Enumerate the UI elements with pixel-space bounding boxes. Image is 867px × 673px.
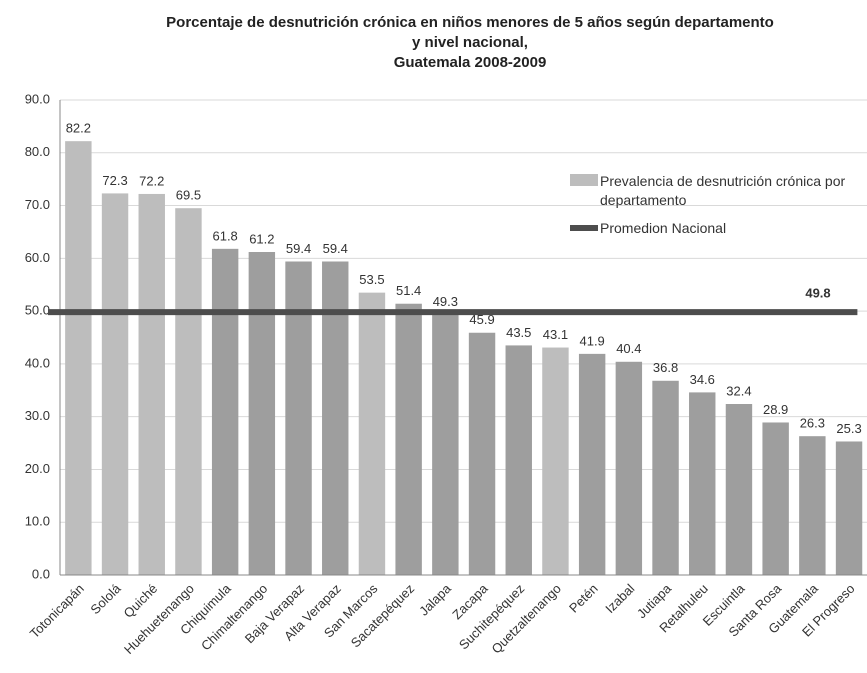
y-tick-label: 70.0 bbox=[25, 197, 50, 212]
bar bbox=[468, 332, 496, 575]
bar bbox=[211, 248, 239, 576]
y-tick-label: 0.0 bbox=[32, 566, 50, 581]
bar bbox=[578, 353, 606, 575]
value-label: 82.2 bbox=[66, 121, 91, 136]
bar bbox=[762, 422, 789, 575]
value-label: 59.4 bbox=[286, 241, 311, 256]
value-label: 41.9 bbox=[579, 333, 604, 348]
average-label: 49.8 bbox=[805, 286, 830, 301]
value-label: 40.4 bbox=[616, 341, 641, 356]
value-label: 32.4 bbox=[726, 383, 751, 398]
value-label: 45.9 bbox=[469, 312, 494, 327]
legend-label: Promedion Nacional bbox=[600, 220, 727, 236]
value-label: 36.8 bbox=[653, 360, 678, 375]
bar bbox=[725, 404, 753, 575]
x-tick-label: Petén bbox=[566, 581, 601, 616]
y-tick-label: 50.0 bbox=[25, 303, 50, 318]
x-tick-label: Sololá bbox=[87, 580, 124, 617]
bar bbox=[799, 436, 826, 575]
value-label: 28.9 bbox=[763, 402, 788, 417]
value-label: 51.4 bbox=[396, 283, 421, 298]
bar bbox=[652, 380, 679, 575]
value-label: 61.8 bbox=[212, 228, 237, 243]
value-label: 61.2 bbox=[249, 231, 274, 246]
bar bbox=[395, 303, 422, 575]
y-tick-label: 20.0 bbox=[25, 461, 50, 476]
bar bbox=[138, 193, 165, 575]
value-label: 34.6 bbox=[690, 372, 715, 387]
y-tick-label: 80.0 bbox=[25, 144, 50, 159]
bar bbox=[615, 361, 643, 575]
x-tick-label: Totonicapán bbox=[27, 581, 87, 641]
value-label: 59.4 bbox=[323, 241, 348, 256]
value-label: 43.5 bbox=[506, 325, 531, 340]
bar bbox=[542, 347, 569, 575]
value-label: 26.3 bbox=[800, 416, 825, 431]
y-tick-label: 30.0 bbox=[25, 408, 50, 423]
bar bbox=[175, 208, 202, 575]
x-tick-label: Jalapa bbox=[416, 580, 454, 618]
value-label: 53.5 bbox=[359, 272, 384, 287]
y-tick-label: 10.0 bbox=[25, 514, 50, 529]
value-label: 49.3 bbox=[433, 294, 458, 309]
bar bbox=[835, 441, 863, 575]
x-tick-label: Izabal bbox=[602, 581, 637, 616]
bar bbox=[358, 292, 386, 575]
value-label: 43.1 bbox=[543, 327, 568, 342]
bar bbox=[432, 314, 459, 575]
bar bbox=[248, 252, 276, 575]
bar bbox=[65, 141, 92, 575]
value-label: 72.3 bbox=[102, 173, 127, 188]
legend-swatch bbox=[570, 174, 598, 186]
y-tick-label: 60.0 bbox=[25, 250, 50, 265]
bar bbox=[285, 261, 312, 575]
value-label: 69.5 bbox=[176, 188, 201, 203]
legend-label: Prevalencia de desnutrición crónica por … bbox=[600, 173, 846, 208]
y-tick-label: 40.0 bbox=[25, 355, 50, 370]
value-label: 72.2 bbox=[139, 173, 164, 188]
value-label: 25.3 bbox=[836, 421, 861, 436]
chart-title: Guatemala 2008-2009 bbox=[393, 54, 547, 71]
bar bbox=[689, 392, 716, 575]
chart-title: y nivel nacional, bbox=[412, 34, 528, 51]
chart-title: Porcentaje de desnutrición crónica en ni… bbox=[166, 14, 774, 31]
y-tick-label: 90.0 bbox=[25, 91, 50, 106]
bar bbox=[101, 193, 129, 575]
bar bbox=[322, 261, 349, 575]
bar bbox=[505, 345, 532, 575]
